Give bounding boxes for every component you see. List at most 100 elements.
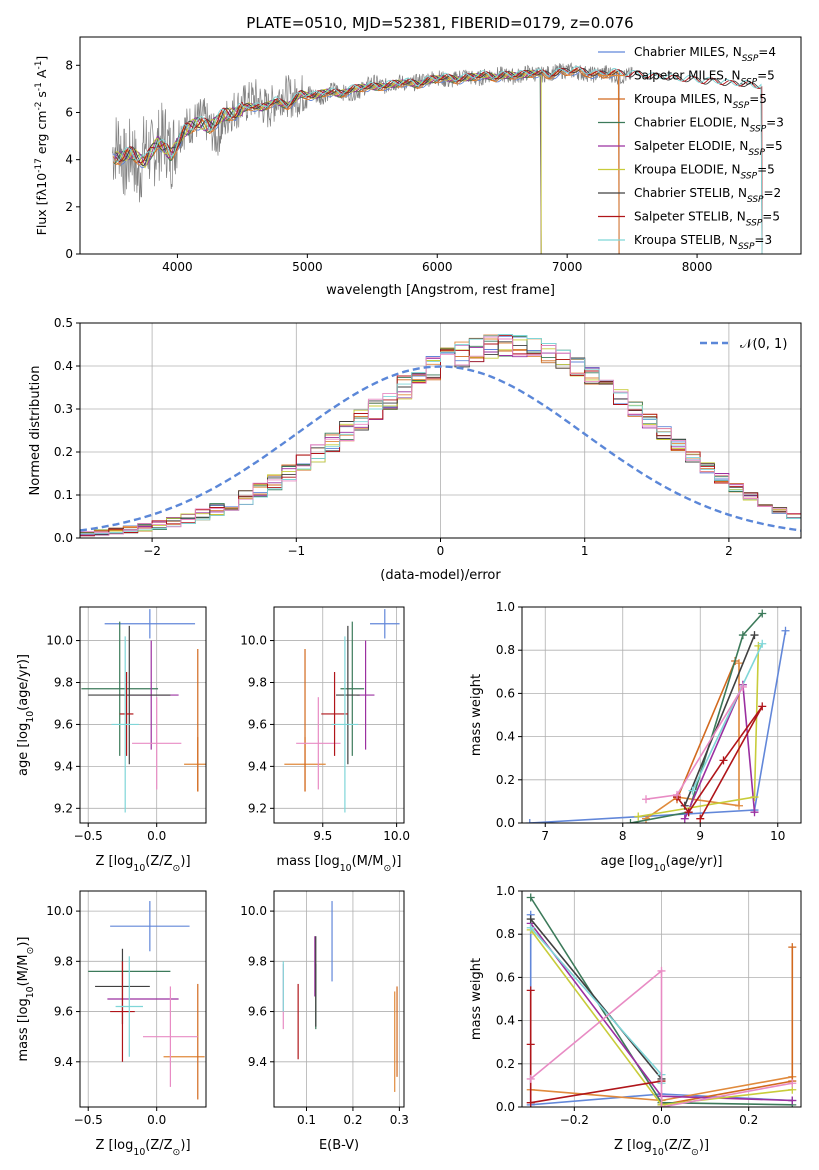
mass-weight-marker [525, 819, 534, 823]
label-part: 10 [654, 863, 666, 874]
legend-label-main: Salpeter MILES, N [634, 69, 741, 83]
mass-weight-line [530, 927, 663, 1084]
label-part: 10 [133, 863, 145, 874]
mass-weight-marker [526, 1074, 535, 1083]
x-axis-label: (data-model)/error [380, 568, 501, 583]
label-part: 10 [133, 1147, 145, 1158]
y-tick-label: 9.8 [54, 954, 73, 968]
x-axis-label: wavelength [Angstrom, rest frame] [326, 283, 555, 298]
legend-label-count: =3 [754, 233, 772, 247]
mass-weight-marker [788, 943, 797, 952]
label-part: (M/M [16, 955, 31, 987]
label-part: -1 [34, 82, 44, 91]
mass-weight-line [529, 990, 662, 1104]
age-vs-Z-frame: −0.5 0.09.29.49.69.810.0Z [log10(Z/Z⊙)]ag… [16, 606, 207, 874]
label-part: 10 [25, 711, 36, 723]
mass-weight-marker [526, 923, 535, 932]
x-tick-label: −2 [143, 544, 161, 558]
x-tick-label: 4000 [162, 260, 193, 274]
axes-frame [79, 606, 207, 824]
legend-label: Chabrier STELIB, NSSP=2 [634, 186, 781, 205]
residuals-plot-area [80, 334, 801, 537]
legend-label-main: Kroupa MILES, N [634, 92, 733, 106]
legend: 𝒩(0, 1) [700, 337, 787, 352]
mass-weight-marker [758, 702, 767, 711]
label-part: 10 [34, 173, 49, 189]
label-part: )] [699, 1138, 709, 1153]
label-part: 10 [340, 863, 352, 874]
x-tick-label: 0.0 [652, 1113, 671, 1127]
y-tick-label: 10.0 [46, 634, 73, 648]
label-part: (M/M [352, 854, 384, 869]
label-part: 10 [25, 986, 36, 998]
legend-label-count: =5 [749, 92, 767, 106]
legend-label-main: Chabrier ELODIE, N [634, 116, 750, 130]
y-axis-label: Normed distribution [28, 366, 43, 496]
label-part: ⊙ [383, 863, 391, 874]
legend-label-main: Salpeter STELIB, N [634, 210, 746, 224]
y-tick-label: 8 [65, 58, 73, 72]
legend-label: Salpeter MILES, NSSP=5 [634, 69, 775, 88]
figure-title: PLATE=0510, MJD=52381, FIBERID=0179, z=0… [246, 14, 633, 32]
x-tick-label: 0.0 [147, 829, 166, 843]
y-tick-label: 0.0 [496, 1100, 515, 1114]
y-tick-label: 10.0 [240, 634, 267, 648]
label-part: (Z/Z [664, 1138, 691, 1153]
x-tick-label: 10.0 [383, 829, 410, 843]
mass-weight-line [530, 918, 663, 1080]
y-tick-label: 0.6 [496, 970, 515, 984]
massweight-vs-Z-plot-area [526, 893, 797, 1107]
legend-label-main: Kroupa STELIB, N [634, 233, 738, 247]
mass-vs-EBV-plot-area [282, 901, 398, 1092]
label-part: age [log [16, 723, 31, 776]
x-tick-label: 0 [437, 544, 445, 558]
y-tick-label: 0.0 [54, 531, 73, 545]
y-tick-label: 0.8 [496, 927, 515, 941]
age-vs-mass-plot-area [284, 609, 400, 813]
x-tick-label: 7 [541, 829, 549, 843]
label-part: A [34, 69, 49, 82]
residuals-frame: −2 −1 0 1 2 0.0 0.1 0.2 0.3 0.4 0.5 𝒩(0, 1) (data-mo… [28, 316, 802, 583]
histogram-step-line [80, 336, 801, 535]
mass-vs-EBV-frame: 0.1 0.2 0.3 9.4 9.6 9.8 10.0 E(B-V) [240, 890, 409, 1153]
histogram-step-line [80, 335, 801, 537]
x-tick-label: 8 [619, 829, 627, 843]
label-part: age [log [601, 854, 654, 869]
mass-weight-marker [657, 1103, 666, 1107]
legend-label-sub: SSP [733, 101, 750, 111]
mass-vs-Z-frame: −0.5 0.09.49.69.810.0Z [log10(Z/Z⊙)]mass … [16, 890, 207, 1158]
y-tick-label: 1.0 [496, 600, 515, 614]
label-part: s [34, 91, 49, 102]
y-tick-label: 9.2 [248, 801, 267, 815]
massweight-vs-Z-axes: −0.2 0.0 0.2 0.0 0.2 0.4 0.6 0.8 1.0 Z [log10(Z/Z… [469, 884, 802, 1158]
mass-weight-line [691, 643, 764, 791]
spectrum-frame: 4000 5000 6000 7000 8000 0 2 4 6 8 wavelength [Ang… [34, 36, 802, 298]
y-tick-label: 9.4 [248, 759, 267, 773]
label-part: (age/yr)] [666, 854, 723, 869]
legend-label-main: Chabrier STELIB, N [634, 186, 747, 200]
legend-label: Chabrier MILES, NSSP=4 [634, 45, 776, 64]
axes-frame [273, 606, 405, 824]
y-tick-label: 10.0 [240, 904, 267, 918]
x-tick-label: 7000 [552, 260, 583, 274]
x-axis-label: Z [log10(Z/Z⊙)] [95, 854, 190, 874]
label-part: (age/yr)] [16, 654, 31, 711]
x-tick-label: 1 [581, 544, 589, 558]
model-spectrum-line [115, 66, 763, 254]
y-axis-label: mass weight [469, 958, 484, 1040]
x-axis-label: E(B-V) [319, 1138, 359, 1153]
gaussian-curve [80, 365, 801, 532]
y-tick-label: 9.4 [54, 1055, 73, 1069]
y-tick-label: 9.6 [54, 1005, 73, 1019]
label-part: ⊙ [25, 947, 36, 955]
label-part: Flux [f [34, 196, 49, 236]
axes-frame [521, 606, 802, 824]
x-axis-label: Z [log10(Z/Z⊙)] [614, 1138, 709, 1158]
label-part: Z [log [614, 1138, 652, 1153]
mass-weight-marker [680, 814, 689, 823]
x-tick-label: 5000 [292, 260, 323, 274]
x-tick-label: 0.3 [390, 1113, 409, 1127]
label-part: -2 [34, 102, 44, 111]
